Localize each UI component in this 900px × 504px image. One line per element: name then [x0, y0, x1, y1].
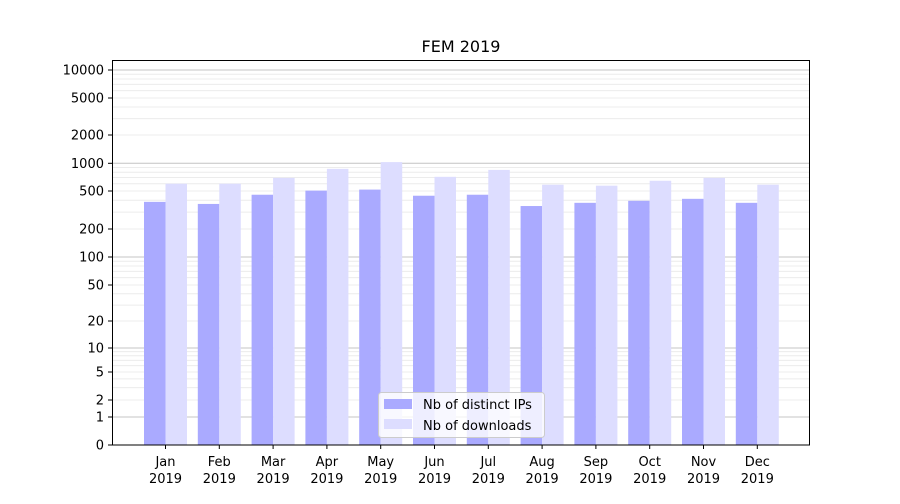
bar-distinct-ips [628, 200, 650, 445]
y-tick-label: 10000 [63, 64, 104, 79]
y-tick-label: 500 [79, 185, 104, 200]
bar-distinct-ips [251, 194, 274, 445]
plot-frame [112, 60, 810, 446]
bar-downloads [703, 177, 725, 445]
x-tick-label: Jan 2019 [149, 455, 182, 487]
y-tick-label: 50 [87, 279, 104, 294]
x-tick-label: May 2019 [364, 455, 397, 487]
y-tick-label: 10 [87, 342, 104, 357]
bar-distinct-ips [574, 202, 596, 445]
bar-downloads [165, 183, 187, 446]
legend: Nb of distinct IPs Nb of downloads [378, 392, 545, 438]
x-tick-label: Jun 2019 [418, 455, 451, 487]
bar-downloads [757, 184, 779, 445]
y-tick-label: 2 [96, 394, 104, 409]
bar-distinct-ips [520, 206, 543, 445]
y-tick-label: 1000 [71, 157, 104, 172]
bar-distinct-ips [466, 194, 489, 445]
bar-downloads [434, 176, 456, 446]
x-tick-label: Oct 2019 [633, 455, 666, 487]
bar-downloads [273, 177, 295, 445]
bar-downloads [649, 180, 672, 446]
bar-distinct-ips [359, 189, 381, 445]
chart-title: FEM 2019 [422, 37, 501, 56]
legend-swatch-ips [384, 399, 412, 409]
bar-distinct-ips [735, 202, 758, 445]
bar-downloads [326, 168, 349, 445]
legend-label-ips: Nb of distinct IPs [423, 398, 532, 413]
legend-swatch-downloads [384, 419, 412, 429]
bar-distinct-ips [413, 195, 435, 445]
bar-downloads [380, 162, 403, 445]
y-tick-label: 200 [79, 223, 104, 238]
x-tick-label: Aug 2019 [526, 455, 559, 487]
y-tick-label: 5 [96, 366, 104, 381]
x-tick-label: Sep 2019 [579, 455, 612, 487]
x-tick-label: Dec 2019 [741, 455, 774, 487]
x-tick-label: Jul 2019 [472, 455, 505, 487]
y-tick-label: 1 [96, 411, 104, 426]
x-tick-label: Apr 2019 [310, 455, 343, 487]
bar-downloads [595, 185, 618, 445]
bar-downloads [542, 184, 564, 445]
y-tick-label: 5000 [71, 92, 104, 107]
y-tick-label: 0 [96, 439, 104, 454]
x-tick-label: Feb 2019 [203, 455, 236, 487]
bar-distinct-ips [144, 201, 166, 445]
x-tick-label: Mar 2019 [257, 455, 290, 487]
bar-downloads [488, 169, 510, 445]
bar-distinct-ips [197, 203, 220, 445]
x-tick-label: Nov 2019 [687, 455, 720, 487]
bar-distinct-ips [682, 198, 704, 445]
bar-downloads [219, 183, 241, 446]
legend-label-downloads: Nb of downloads [423, 419, 532, 434]
y-tick-label: 2000 [71, 129, 104, 144]
y-tick-label: 100 [79, 251, 104, 266]
bar-distinct-ips [305, 190, 327, 445]
y-tick-label: 20 [87, 315, 104, 330]
